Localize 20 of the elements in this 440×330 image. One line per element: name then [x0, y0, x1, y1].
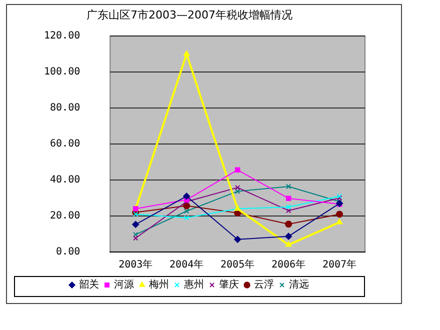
y-tick-label: 80.00	[50, 102, 80, 114]
y-tick-label: 100.00	[44, 66, 80, 78]
y-tick-label: 60.00	[50, 138, 80, 150]
legend-label: 梅州	[148, 278, 169, 291]
y-tick-label: 0.00	[56, 246, 80, 258]
y-tick-label: 40.00	[50, 174, 80, 186]
chart-title: 广东山区7市2003—2007年税收增幅情况	[86, 8, 292, 22]
legend-label: 云浮	[254, 278, 274, 291]
legend-label: 清远	[289, 278, 309, 291]
x-tick-label: 2006年	[271, 258, 306, 271]
legend-label: 肇庆	[219, 278, 239, 291]
x-tick-label: 2003年	[118, 258, 153, 271]
legend-label: 韶关	[79, 278, 99, 291]
x-tick-label: 2007年	[322, 258, 357, 271]
legend-label: 惠州	[183, 278, 204, 291]
x-tick-label: 2005年	[220, 258, 255, 271]
legend-label: 河源	[114, 278, 134, 291]
y-tick-label: 120.00	[44, 30, 80, 42]
x-tick-label: 2004年	[170, 258, 204, 271]
y-tick-label: 20.00	[50, 210, 80, 222]
